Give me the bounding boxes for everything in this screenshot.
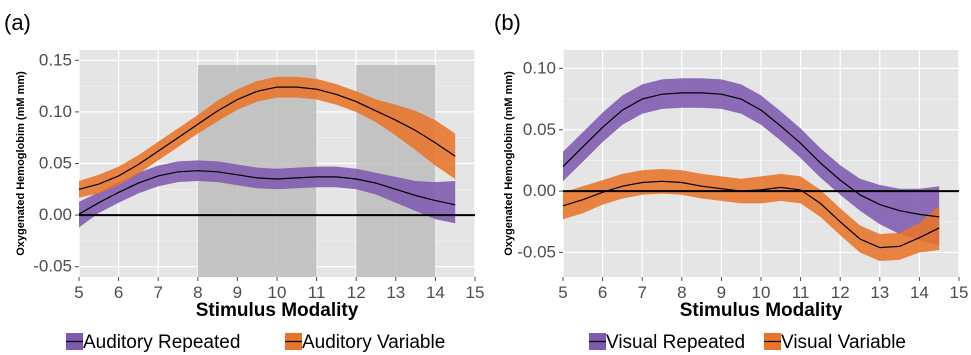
x-tick-label: 14 bbox=[910, 283, 929, 302]
y-tick-label: -0.05 bbox=[33, 257, 72, 276]
y-tick-label: 0.05 bbox=[39, 154, 72, 173]
x-tick-label: 15 bbox=[950, 283, 969, 302]
x-tick-label: 9 bbox=[717, 283, 726, 302]
x-tick-label: 12 bbox=[831, 283, 850, 302]
x-tick-label: 14 bbox=[426, 283, 445, 302]
x-tick-label: 7 bbox=[637, 283, 646, 302]
y-tick-label: 0.10 bbox=[523, 58, 556, 77]
legend-label-2: Auditory Variable bbox=[302, 332, 445, 353]
x-tick-label: 6 bbox=[598, 283, 607, 302]
chart-panel-a: (a) -0.05 0.00 0.05 0.10 0.15 5 6 7 8 9 10 11 12 13 14 1… bbox=[4, 10, 484, 353]
x-tick-label: 5 bbox=[558, 283, 567, 302]
y-tick-label: -0.05 bbox=[517, 242, 556, 261]
x-tick-label: 11 bbox=[308, 283, 326, 302]
x-axis-label: Stimulus Modality bbox=[196, 300, 359, 321]
y-axis-label: Oxygenated Hemoglobim (mM mm) bbox=[503, 71, 515, 256]
x-tick-label: 6 bbox=[114, 283, 123, 302]
x-tick-label: 8 bbox=[193, 283, 202, 302]
confidence-ribbon-1 bbox=[79, 160, 456, 228]
confidence-ribbon-2 bbox=[79, 76, 456, 198]
y-axis-label: Oxygenated Hemoglobim (mM mm) bbox=[15, 71, 27, 256]
series-line-1 bbox=[562, 92, 940, 218]
x-tick-label: 13 bbox=[386, 283, 405, 302]
x-tick-label: 11 bbox=[792, 283, 810, 302]
legend-label-1: Auditory Repeated bbox=[83, 332, 240, 353]
legend: Auditory Repeated Auditory Variable bbox=[66, 332, 445, 353]
x-axis-label: Stimulus Modality bbox=[680, 300, 843, 321]
confidence-ribbon-1 bbox=[563, 78, 940, 246]
x-tick-label: 10 bbox=[752, 283, 771, 302]
x-tick-label: 5 bbox=[74, 283, 83, 302]
x-tick-label: 10 bbox=[268, 283, 287, 302]
x-tick-label: 12 bbox=[347, 283, 366, 302]
x-tick-label: 7 bbox=[153, 283, 162, 302]
x-tick-label: 13 bbox=[870, 283, 889, 302]
legend-label-2: Visual Variable bbox=[781, 332, 906, 353]
panel-label: (b) bbox=[494, 10, 521, 35]
y-tick-label: 0.00 bbox=[523, 181, 556, 200]
legend: Visual Repeated Visual Variable bbox=[589, 332, 906, 353]
x-tick-label: 15 bbox=[466, 283, 485, 302]
x-tick-label: 8 bbox=[677, 283, 686, 302]
series-line-1 bbox=[78, 170, 456, 215]
y-tick-label: 0.15 bbox=[39, 50, 72, 69]
y-tick-label: 0.10 bbox=[39, 102, 72, 121]
panel-label: (a) bbox=[4, 10, 31, 35]
x-tick-label: 9 bbox=[233, 283, 242, 302]
chart-panel-b: (b) -0.05 0.00 0.05 0.10 5 6 7 8 9 10 11 12 13 14 15 Sti… bbox=[494, 10, 968, 353]
y-tick-label: 0.05 bbox=[523, 120, 556, 139]
legend-label-1: Visual Repeated bbox=[606, 332, 745, 353]
y-tick-label: 0.00 bbox=[39, 205, 72, 224]
series-line-2 bbox=[78, 86, 456, 190]
